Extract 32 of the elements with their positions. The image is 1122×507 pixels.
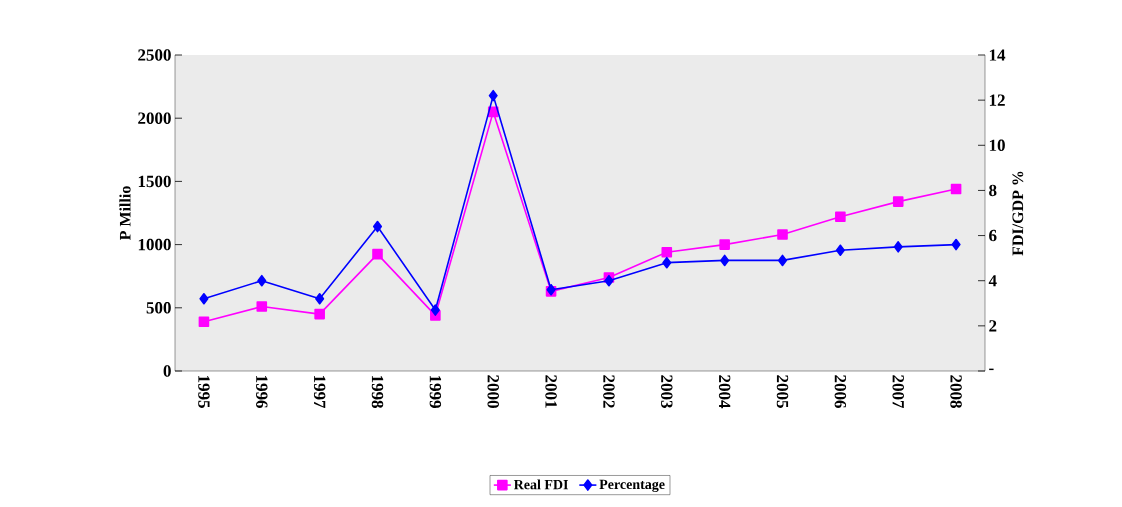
- x-tick-label: 2004: [718, 375, 731, 409]
- y-tick-label: 0: [163, 365, 171, 377]
- x-tick-label: 1999: [429, 375, 442, 408]
- y-axis-title: P Millio: [119, 186, 131, 241]
- x-tick-label: 1995: [198, 375, 210, 408]
- x-tick-label: 2000: [487, 375, 499, 408]
- y2-tick-label: 2: [989, 320, 997, 332]
- y-tick-label: 500: [146, 302, 171, 314]
- y2-tick-label: 4: [988, 275, 997, 287]
- x-tick-label: 2007: [892, 375, 904, 409]
- y2-tick-label: 10: [989, 139, 1005, 152]
- legend-label: Percentage: [599, 479, 665, 493]
- y2-axis-title: FDI/GDP %: [1012, 171, 1024, 256]
- x-tick-label: 1996: [256, 375, 268, 409]
- y2-tick-label: -: [989, 368, 994, 371]
- y2-tick-label: 8: [989, 184, 997, 197]
- x-tick-label: 2003: [661, 375, 673, 408]
- legend-label: Real FDI: [513, 479, 569, 490]
- x-tick-label: 2006: [834, 375, 847, 409]
- y2-tick-label: 14: [989, 49, 1006, 61]
- x-tick-label: 2005: [776, 375, 789, 408]
- y2-tick-label: 12: [989, 94, 1005, 106]
- x-tick-label: 2001: [545, 375, 557, 408]
- x-tick-label: 1998: [371, 375, 384, 408]
- x-tick-label: 2002: [603, 375, 615, 408]
- y-tick-label: 1000: [138, 238, 171, 251]
- y2-tick-label: 6: [989, 229, 997, 242]
- y-tick-label: 1500: [138, 175, 171, 188]
- y-tick-label: 2500: [138, 49, 171, 61]
- y-tick-label: 2000: [138, 112, 171, 124]
- x-tick-label: 1997: [313, 375, 326, 409]
- x-tick-label: 2008: [950, 375, 962, 408]
